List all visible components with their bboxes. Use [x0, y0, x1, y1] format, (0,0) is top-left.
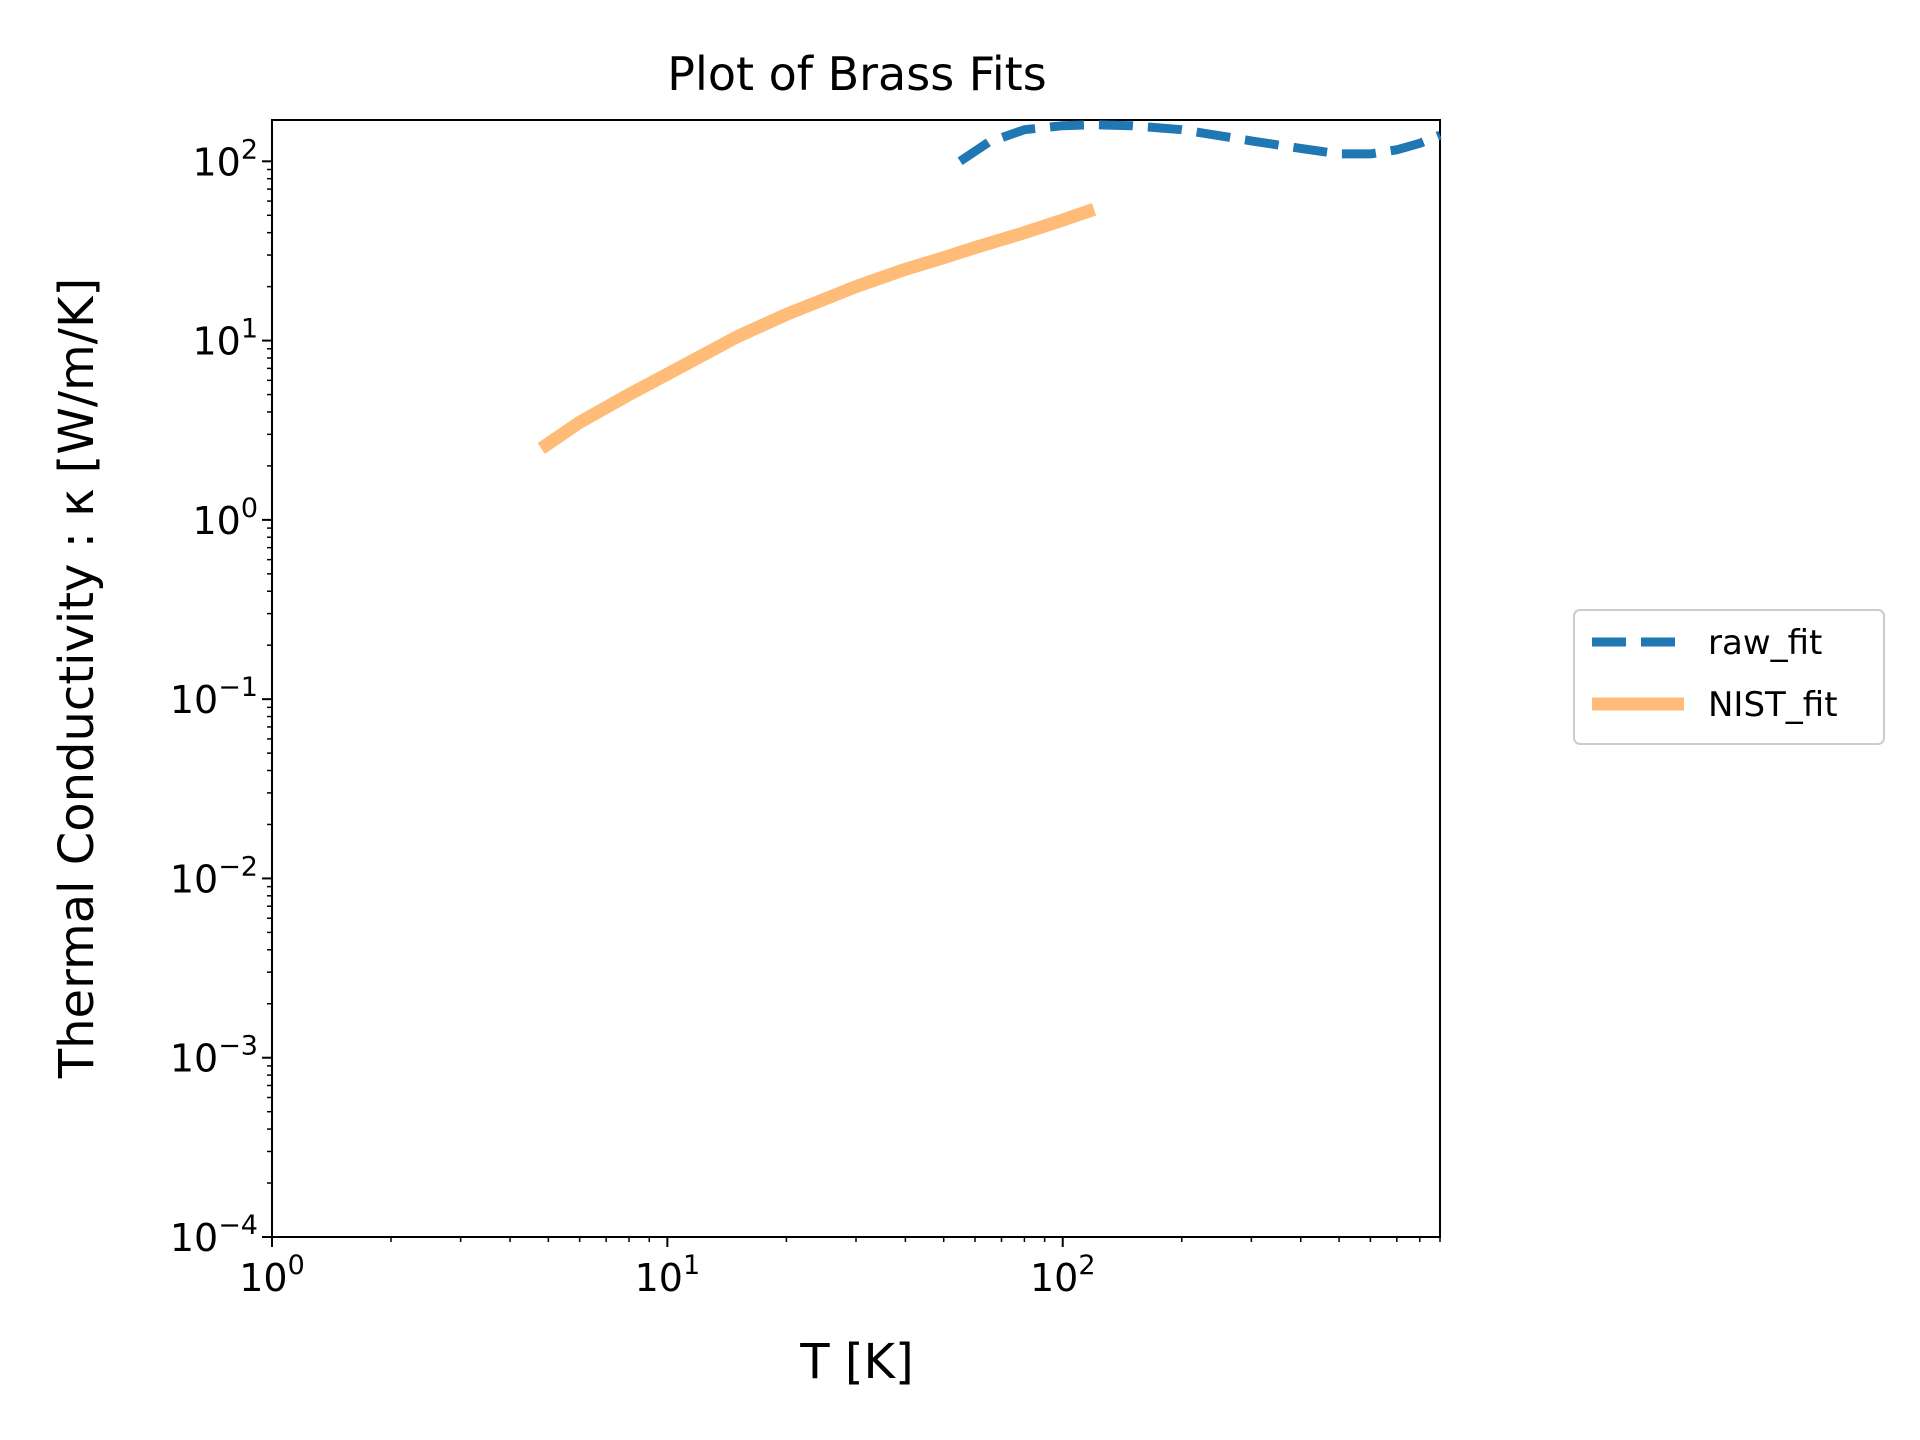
series-line-raw-fit: [957, 120, 1442, 166]
y-tick-label: 102: [192, 134, 258, 184]
legend: raw_fit NIST_fit: [1573, 609, 1885, 745]
x-axis-label: T [K]: [799, 1334, 914, 1390]
y-tick-label: 101: [192, 314, 258, 364]
y-tick-label: 10−1: [170, 672, 258, 722]
legend-label: raw_fit: [1708, 623, 1822, 663]
plot-area: 10−4 10−3 10−2 10−1 100 101 102 100 101 102: [170, 119, 1442, 1300]
x-tick-label: 100: [239, 1250, 305, 1300]
y-tick-label: 10−3: [170, 1031, 258, 1081]
y-tick-label: 100: [192, 493, 258, 543]
y-axis-label: Thermal Conductivity : κ [W/m/K]: [49, 278, 105, 1079]
y-tick-label: 10−4: [170, 1210, 258, 1260]
x-tick-label: 101: [635, 1250, 701, 1300]
series-line-nist-fit: [537, 203, 1097, 454]
x-tick-label: 102: [1030, 1250, 1096, 1300]
legend-label: NIST_fit: [1708, 685, 1838, 725]
y-tick-label: 10−2: [170, 851, 258, 901]
chart-title: Plot of Brass Fits: [667, 47, 1046, 101]
